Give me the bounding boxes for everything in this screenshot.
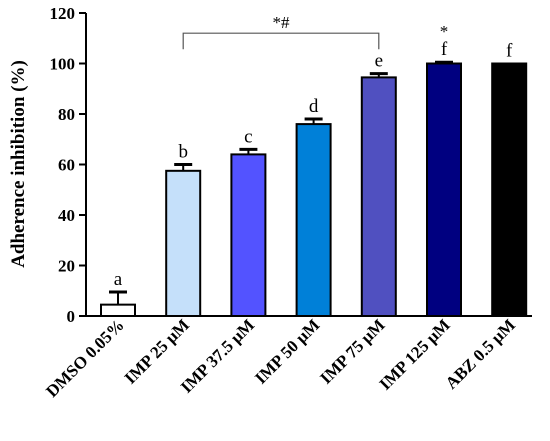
bar-letter-label: f [441, 39, 448, 60]
bar [491, 62, 528, 317]
bar-letter-label: a [114, 269, 123, 290]
bar-letter-label: e [375, 51, 383, 72]
bar-letter-label: f [506, 41, 513, 62]
bar [360, 76, 397, 317]
significance-bracket: *# [182, 13, 380, 50]
bar [230, 153, 267, 317]
comparison-bracket-label: *# [273, 13, 291, 32]
bar-significance-mark: * [440, 22, 449, 41]
comparison-bracket-line [182, 32, 380, 50]
y-tick-label: 0 [67, 307, 76, 326]
y-tick-label: 80 [58, 105, 75, 124]
bar-letter-label: c [244, 126, 252, 147]
bar [295, 123, 332, 317]
y-tick-label: 20 [58, 257, 75, 276]
x-category-label: ABZ 0.5 μM [442, 315, 519, 392]
x-category-label: IMP 50 μM [251, 315, 323, 387]
y-tick-label: 60 [58, 156, 75, 175]
bar-letter-label: b [178, 142, 188, 163]
y-axis-title: Adherence inhibition (%) [8, 60, 29, 268]
x-category-label: DMSO 0.05% [42, 315, 128, 401]
y-axis-ticks: 0 20 40 60 80 100 120 [50, 4, 86, 326]
x-category-label: IMP 125 μM [375, 315, 453, 393]
bar [426, 62, 462, 317]
y-tick-label: 100 [50, 55, 76, 74]
y-tick-label: 120 [50, 4, 76, 23]
bar [165, 169, 202, 317]
y-tick-label: 40 [58, 206, 75, 225]
bar-letter-label: d [309, 96, 319, 117]
bar [100, 303, 136, 318]
